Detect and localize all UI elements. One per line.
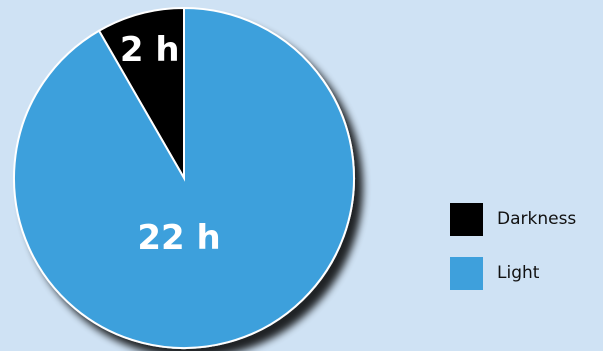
pie-label-darkness: 2 h (120, 30, 180, 70)
legend: Darkness Light (450, 202, 576, 310)
pie-label-light: 22 h (137, 218, 220, 258)
legend-label-light: Light (497, 263, 540, 283)
pie-slice-darkness (97, 6, 185, 182)
legend-item-light: Light (450, 256, 576, 290)
pie-slice-light (13, 6, 355, 349)
legend-label-darkness: Darkness (497, 209, 577, 229)
legend-item-darkness: Darkness (450, 202, 576, 236)
legend-swatch-darkness (450, 202, 483, 236)
legend-swatch-light (450, 256, 483, 290)
